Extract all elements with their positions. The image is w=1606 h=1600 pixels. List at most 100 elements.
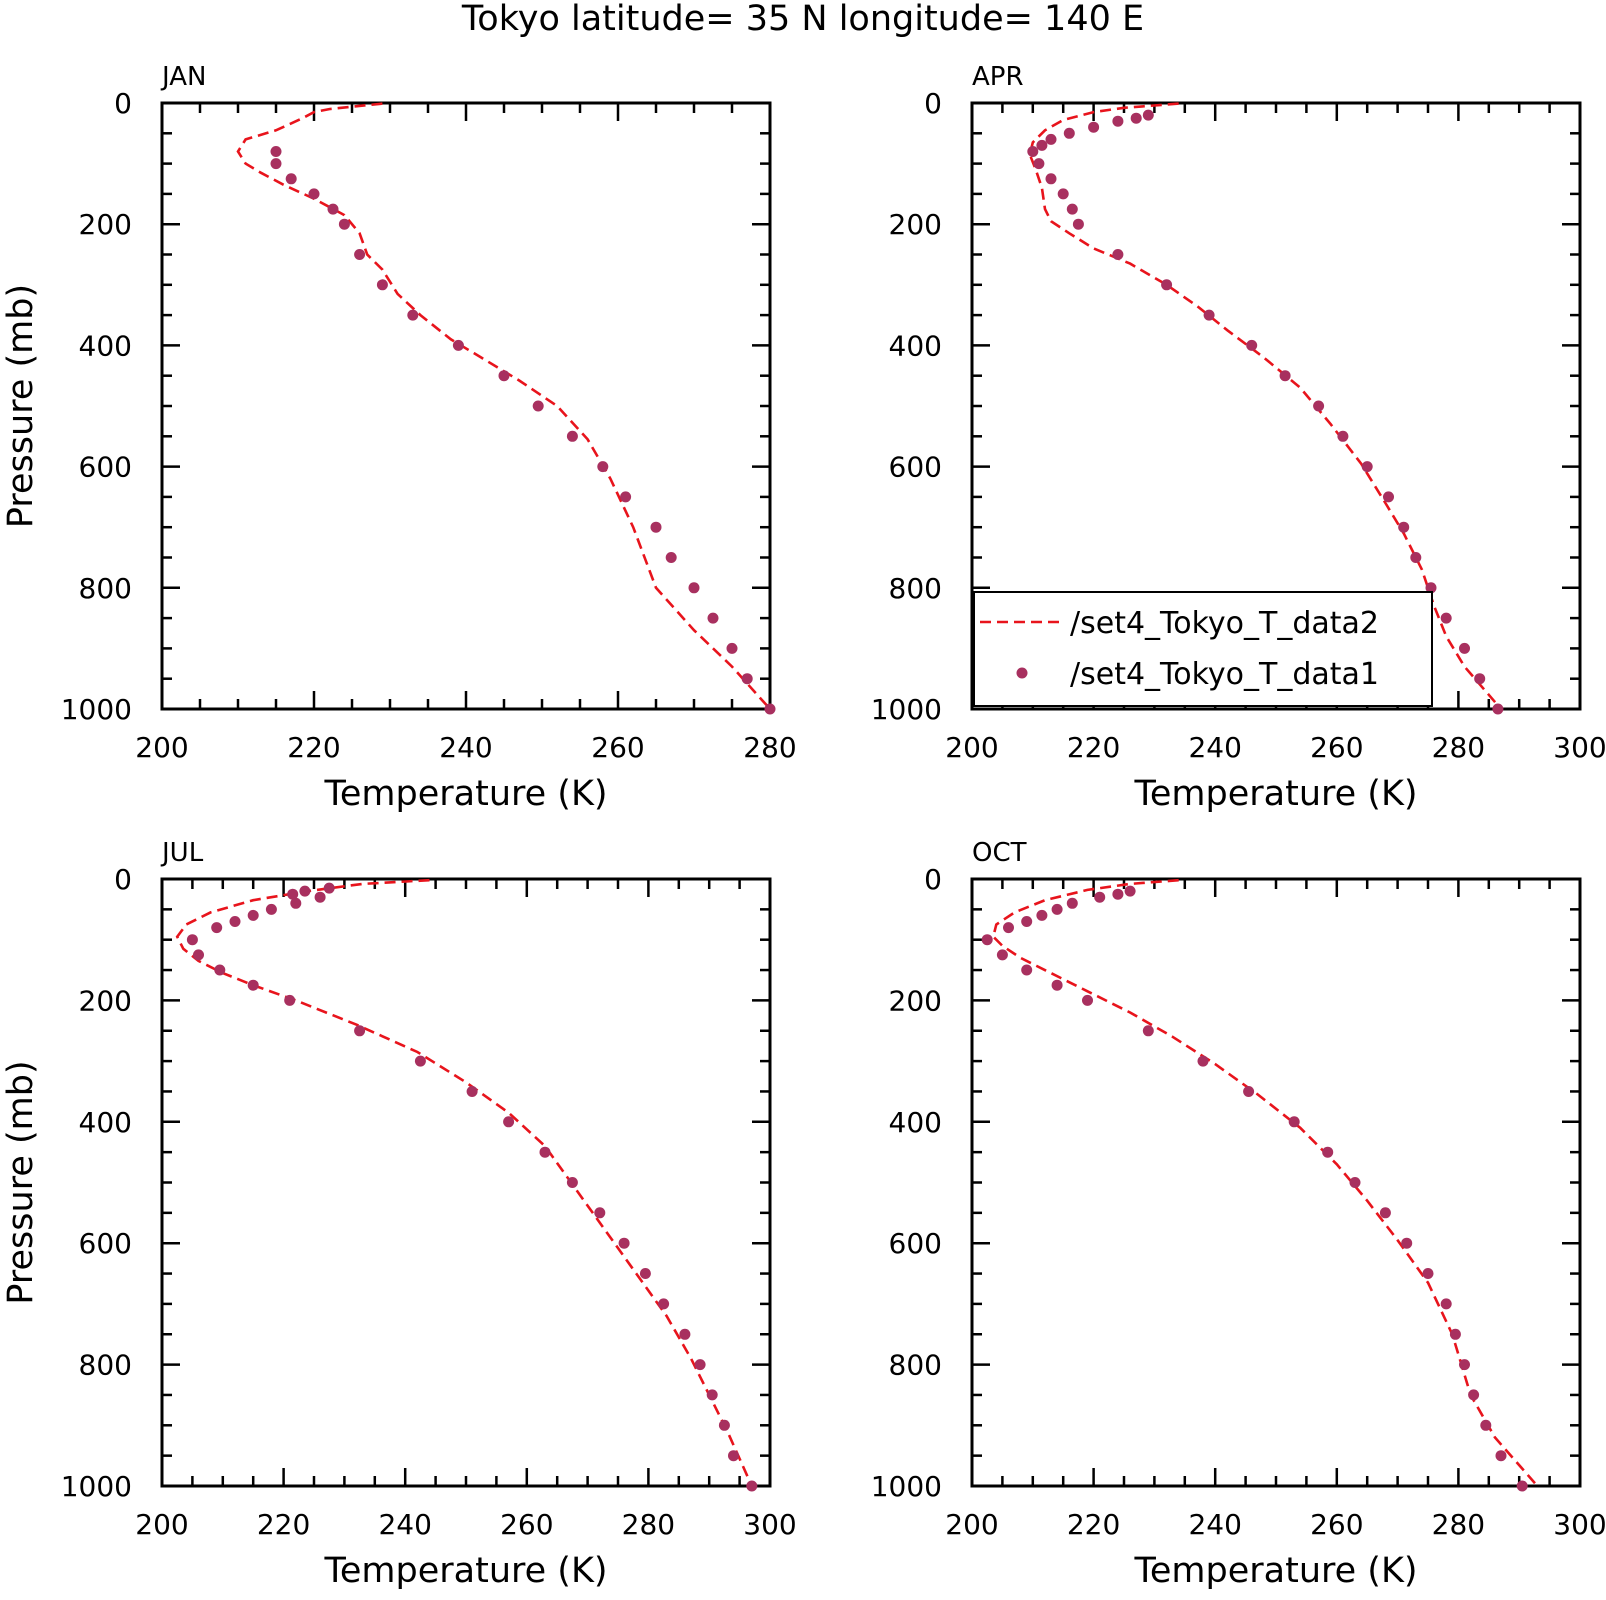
x-tick-label: 200 bbox=[945, 731, 998, 764]
panel-label: JAN bbox=[160, 62, 206, 92]
series-line-data2 bbox=[1028, 102, 1502, 710]
data-point-data1 bbox=[597, 461, 609, 473]
data-point-data1 bbox=[1082, 994, 1093, 1006]
data-point-data1 bbox=[247, 909, 259, 921]
plot-frame bbox=[160, 101, 772, 711]
y-tick-label: 800 bbox=[889, 572, 942, 605]
data-point-data1 bbox=[1088, 121, 1100, 133]
data-point-data1 bbox=[314, 891, 326, 903]
data-point-data1 bbox=[694, 1359, 706, 1371]
y-tick-label: 200 bbox=[79, 984, 132, 1017]
data-point-data1 bbox=[1112, 888, 1124, 900]
data-point-data1 bbox=[1459, 1359, 1470, 1371]
x-tick-label: 300 bbox=[1553, 1508, 1606, 1541]
data-point-data1 bbox=[665, 552, 677, 563]
data-point-data1 bbox=[996, 949, 1008, 961]
y-tick-label: 200 bbox=[79, 208, 132, 241]
x-axis-label: Temperature (K) bbox=[1133, 1551, 1417, 1591]
data-point-data1 bbox=[1033, 158, 1045, 170]
data-point-data1 bbox=[1337, 430, 1349, 442]
data-point-data1 bbox=[981, 934, 993, 946]
data-point-data1 bbox=[566, 1177, 578, 1188]
data-point-data1 bbox=[1313, 400, 1325, 412]
data-point-data1 bbox=[1036, 139, 1048, 151]
data-point-data1 bbox=[407, 309, 419, 321]
data-point-data1 bbox=[354, 249, 366, 260]
data-point-data1 bbox=[1492, 703, 1504, 715]
x-tick-label: 200 bbox=[135, 1508, 188, 1541]
data-point-data1 bbox=[1197, 1055, 1209, 1067]
data-point-data1 bbox=[1124, 885, 1136, 897]
data-point-data1 bbox=[1449, 1328, 1461, 1340]
data-point-data1 bbox=[539, 1146, 551, 1158]
data-point-data1 bbox=[285, 173, 297, 185]
figure-title: Tokyo latitude= 35 N longitude= 140 E bbox=[461, 0, 1144, 39]
x-tick-label: 260 bbox=[1310, 731, 1363, 764]
y-tick-label: 200 bbox=[889, 984, 942, 1017]
data-point-data1 bbox=[229, 916, 241, 927]
y-tick-label: 800 bbox=[79, 572, 132, 605]
data-point-data1 bbox=[270, 146, 282, 157]
data-point-data1 bbox=[1112, 249, 1124, 260]
y-tick-label: 400 bbox=[889, 329, 942, 362]
data-point-data1 bbox=[1063, 127, 1075, 139]
data-point-data1 bbox=[1410, 552, 1422, 563]
data-point-data1 bbox=[658, 1298, 670, 1310]
data-point-data1 bbox=[1401, 1237, 1413, 1249]
data-point-data1 bbox=[688, 582, 700, 594]
data-point-data1 bbox=[1066, 203, 1078, 215]
series-line-data2 bbox=[991, 878, 1539, 1487]
data-point-data1 bbox=[1361, 461, 1373, 473]
y-tick-label: 400 bbox=[889, 1106, 942, 1139]
data-point-data1 bbox=[718, 1419, 730, 1431]
x-tick-label: 300 bbox=[1553, 731, 1606, 764]
data-point-data1 bbox=[746, 1480, 758, 1492]
y-tick-label: 600 bbox=[889, 451, 942, 484]
x-tick-label: 240 bbox=[439, 731, 492, 764]
x-tick-label: 240 bbox=[1188, 1508, 1241, 1541]
data-point-data1 bbox=[726, 642, 738, 654]
y-tick-label: 400 bbox=[79, 1106, 132, 1139]
x-tick-label: 200 bbox=[135, 731, 188, 764]
data-point-data1 bbox=[639, 1268, 651, 1279]
x-tick-label: 240 bbox=[1188, 731, 1241, 764]
panel-label: JUL bbox=[160, 838, 204, 868]
data-point-data1 bbox=[414, 1055, 426, 1067]
x-tick-label: 220 bbox=[1067, 1508, 1120, 1541]
data-point-data1 bbox=[566, 430, 578, 442]
data-point-data1 bbox=[1516, 1480, 1528, 1492]
x-tick-label: 260 bbox=[591, 731, 644, 764]
data-point-data1 bbox=[466, 1086, 478, 1097]
data-point-data1 bbox=[503, 1116, 515, 1128]
data-point-data1 bbox=[1480, 1419, 1492, 1431]
data-point-data1 bbox=[1279, 370, 1291, 382]
x-tick-label: 280 bbox=[1432, 1508, 1485, 1541]
x-tick-label: 240 bbox=[378, 1508, 431, 1541]
data-point-data1 bbox=[452, 339, 464, 351]
y-tick-label: 600 bbox=[79, 1227, 132, 1260]
y-tick-label: 600 bbox=[79, 451, 132, 484]
data-point-data1 bbox=[1130, 112, 1142, 124]
data-point-data1 bbox=[1021, 964, 1033, 976]
data-point-data1 bbox=[354, 1025, 366, 1037]
data-point-data1 bbox=[1142, 109, 1154, 121]
panel-label: OCT bbox=[972, 838, 1027, 868]
data-point-data1 bbox=[327, 203, 339, 215]
plot-frame bbox=[970, 877, 1582, 1488]
data-point-data1 bbox=[1440, 612, 1452, 624]
data-point-data1 bbox=[1161, 279, 1173, 291]
data-point-data1 bbox=[1440, 1298, 1452, 1310]
data-point-data1 bbox=[728, 1450, 739, 1462]
data-point-data1 bbox=[1027, 146, 1039, 157]
data-point-data1 bbox=[1459, 642, 1470, 654]
data-point-data1 bbox=[1036, 909, 1048, 921]
y-tick-label: 1000 bbox=[871, 1470, 942, 1503]
x-tick-label: 280 bbox=[1432, 731, 1485, 764]
data-point-data1 bbox=[1474, 673, 1486, 685]
data-point-data1 bbox=[265, 903, 277, 915]
data-point-data1 bbox=[1045, 133, 1057, 145]
data-point-data1 bbox=[287, 888, 299, 900]
data-point-data1 bbox=[1495, 1450, 1507, 1462]
